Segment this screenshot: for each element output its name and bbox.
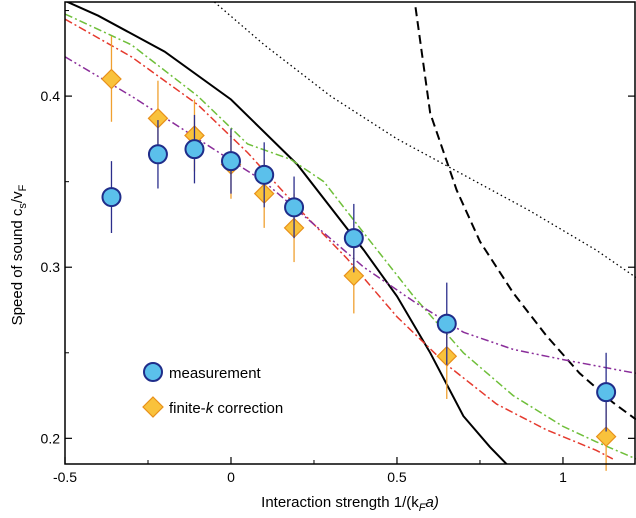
curve-purple-dashdotdot [65, 56, 636, 375]
model-curves [65, 2, 636, 464]
y-tick-label: 0.3 [41, 259, 61, 275]
measurement-point [436, 313, 457, 334]
finite-k-correction-point [101, 68, 122, 90]
measurement-point [596, 382, 617, 403]
curve-black-solid [65, 2, 508, 464]
curve-red-dashdot [65, 18, 614, 460]
measurement-point [254, 164, 275, 185]
legend-label-measurement: measurement [169, 365, 262, 382]
x-axis-label: Interaction strength 1/(kFa) [261, 494, 439, 514]
data-points [101, 36, 617, 471]
axis-ticks: -0.5 0 0.5 1 0.2 0.3 0.4 [41, 10, 635, 485]
legend-label-finite-k: finite-k correction [169, 400, 283, 417]
curve-green-dashdot [65, 13, 636, 460]
y-tick-label: 0.2 [41, 430, 61, 446]
curve-black-dotted [213, 2, 636, 279]
measurement-point [343, 228, 364, 249]
measurement-point [147, 144, 168, 165]
x-tick-label: 0 [227, 469, 235, 485]
y-axis-label: Speed of sound cs/vF [9, 184, 29, 325]
measurement-point [220, 151, 241, 172]
measurement-point [101, 187, 122, 208]
measurement-point [284, 197, 305, 218]
x-tick-label: 1 [559, 469, 567, 485]
finite-k-correction-point [343, 265, 365, 287]
measurement-point [184, 139, 205, 160]
legend-diamond-marker [142, 396, 164, 418]
legend-circle-marker [143, 362, 163, 382]
plot-frame [64, 1, 636, 465]
legend: measurement finite-k correction [142, 362, 283, 418]
finite-k-correction-point [595, 426, 617, 447]
y-tick-label: 0.4 [41, 88, 61, 104]
x-tick-label: -0.5 [53, 469, 77, 485]
x-tick-label: 0.5 [387, 469, 407, 485]
